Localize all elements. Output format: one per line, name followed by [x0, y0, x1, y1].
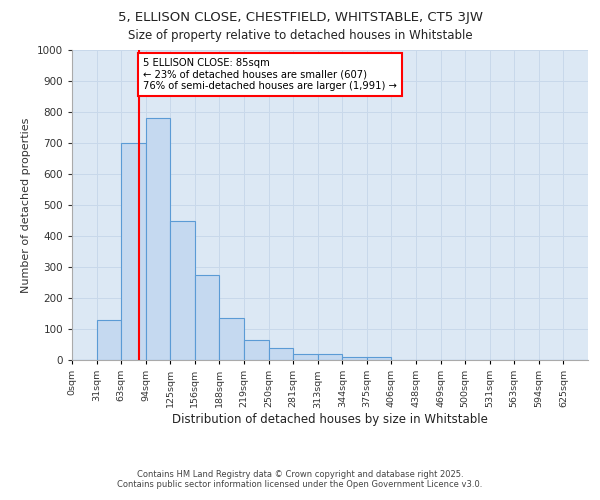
- Bar: [342, 357, 367, 360]
- Bar: [244, 340, 269, 360]
- Bar: [195, 275, 220, 360]
- Text: 5 ELLISON CLOSE: 85sqm
← 23% of detached houses are smaller (607)
76% of semi-de: 5 ELLISON CLOSE: 85sqm ← 23% of detached…: [143, 58, 397, 91]
- X-axis label: Distribution of detached houses by size in Whitstable: Distribution of detached houses by size …: [172, 413, 488, 426]
- Text: Size of property relative to detached houses in Whitstable: Size of property relative to detached ho…: [128, 28, 472, 42]
- Bar: [220, 318, 244, 360]
- Bar: [121, 143, 146, 360]
- Text: 5, ELLISON CLOSE, CHESTFIELD, WHITSTABLE, CT5 3JW: 5, ELLISON CLOSE, CHESTFIELD, WHITSTABLE…: [118, 12, 482, 24]
- Bar: [170, 220, 195, 360]
- Bar: [293, 354, 318, 360]
- Bar: [318, 354, 342, 360]
- Bar: [269, 348, 293, 360]
- Y-axis label: Number of detached properties: Number of detached properties: [21, 118, 31, 292]
- Bar: [367, 357, 391, 360]
- Bar: [146, 118, 170, 360]
- Bar: [97, 320, 121, 360]
- Text: Contains HM Land Registry data © Crown copyright and database right 2025.
Contai: Contains HM Land Registry data © Crown c…: [118, 470, 482, 489]
